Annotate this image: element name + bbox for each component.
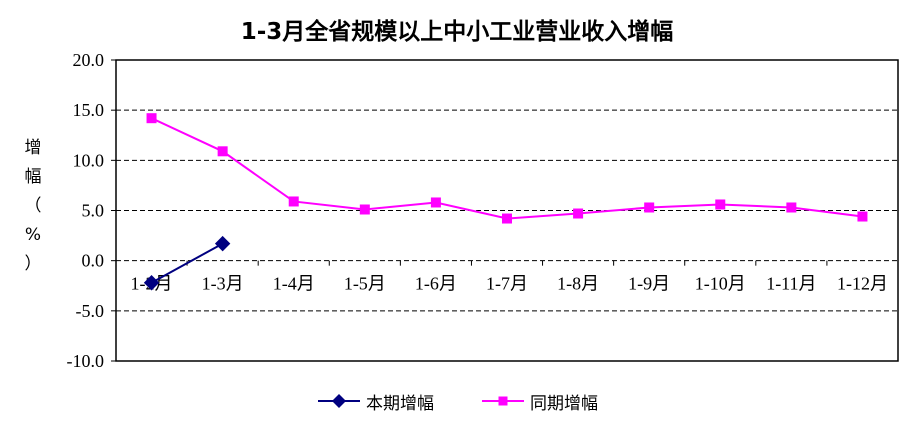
- series-line-1: [151, 242, 224, 284]
- data-point-diamond: [143, 275, 160, 291]
- y-tick-label: 0.0: [82, 251, 105, 271]
- legend-marker-diamond: [332, 394, 346, 408]
- data-point-square: [786, 202, 797, 213]
- y-tick-label: 20.0: [73, 50, 105, 70]
- data-point-square: [288, 196, 299, 207]
- y-axis-label-char: 增: [24, 138, 42, 158]
- y-tick-label: 15.0: [73, 100, 105, 120]
- legend-item: 本期增幅: [316, 389, 434, 414]
- y-tick-label: 5.0: [82, 201, 105, 221]
- legend-swatch: [482, 396, 524, 406]
- legend-item: 同期增幅: [480, 389, 598, 414]
- data-point-square: [146, 113, 157, 124]
- x-tick-label: 1-12月: [837, 274, 888, 294]
- legend-marker-square: [498, 396, 508, 406]
- legend-label: 本期增幅: [366, 393, 434, 414]
- chart-title: 1-3月全省规模以上中小工业营业收入增幅: [240, 19, 674, 45]
- data-point-diamond: [214, 235, 231, 252]
- data-point-square: [359, 204, 370, 215]
- data-point-square: [430, 197, 441, 208]
- x-tick-label: 1-4月: [273, 274, 315, 294]
- x-tick-label: 1-6月: [415, 274, 457, 294]
- x-tick-label: 1-11月: [766, 274, 816, 294]
- data-point-square: [573, 208, 584, 219]
- y-axis-label: 增幅 （% ）: [18, 134, 48, 279]
- x-tick-label: 1-10月: [695, 274, 746, 294]
- x-tick-label: 1-3月: [202, 274, 244, 294]
- y-tick-label: -10.0: [67, 351, 105, 371]
- data-point-square: [715, 199, 726, 210]
- data-point-square: [857, 211, 868, 222]
- x-tick-label: 1-9月: [628, 274, 670, 294]
- legend: 本期增幅 同期增幅: [316, 389, 644, 414]
- y-axis-label-char: 幅: [24, 167, 42, 187]
- y-axis-label-char: ）: [24, 254, 42, 274]
- data-point-square: [644, 202, 655, 213]
- y-axis-label-char: %: [24, 225, 42, 245]
- x-tick-label: 1-5月: [344, 274, 386, 294]
- y-axis-label-char: （: [24, 196, 42, 216]
- data-point-square: [502, 213, 512, 224]
- x-tick-label: 1-8月: [557, 274, 599, 294]
- y-tick-label: 10.0: [73, 150, 105, 170]
- data-point-square: [217, 146, 228, 157]
- y-tick-label: -5.0: [76, 301, 105, 321]
- x-tick-label: 1-7月: [486, 274, 528, 294]
- legend-label: 同期增幅: [530, 393, 598, 414]
- legend-swatch: [318, 394, 360, 408]
